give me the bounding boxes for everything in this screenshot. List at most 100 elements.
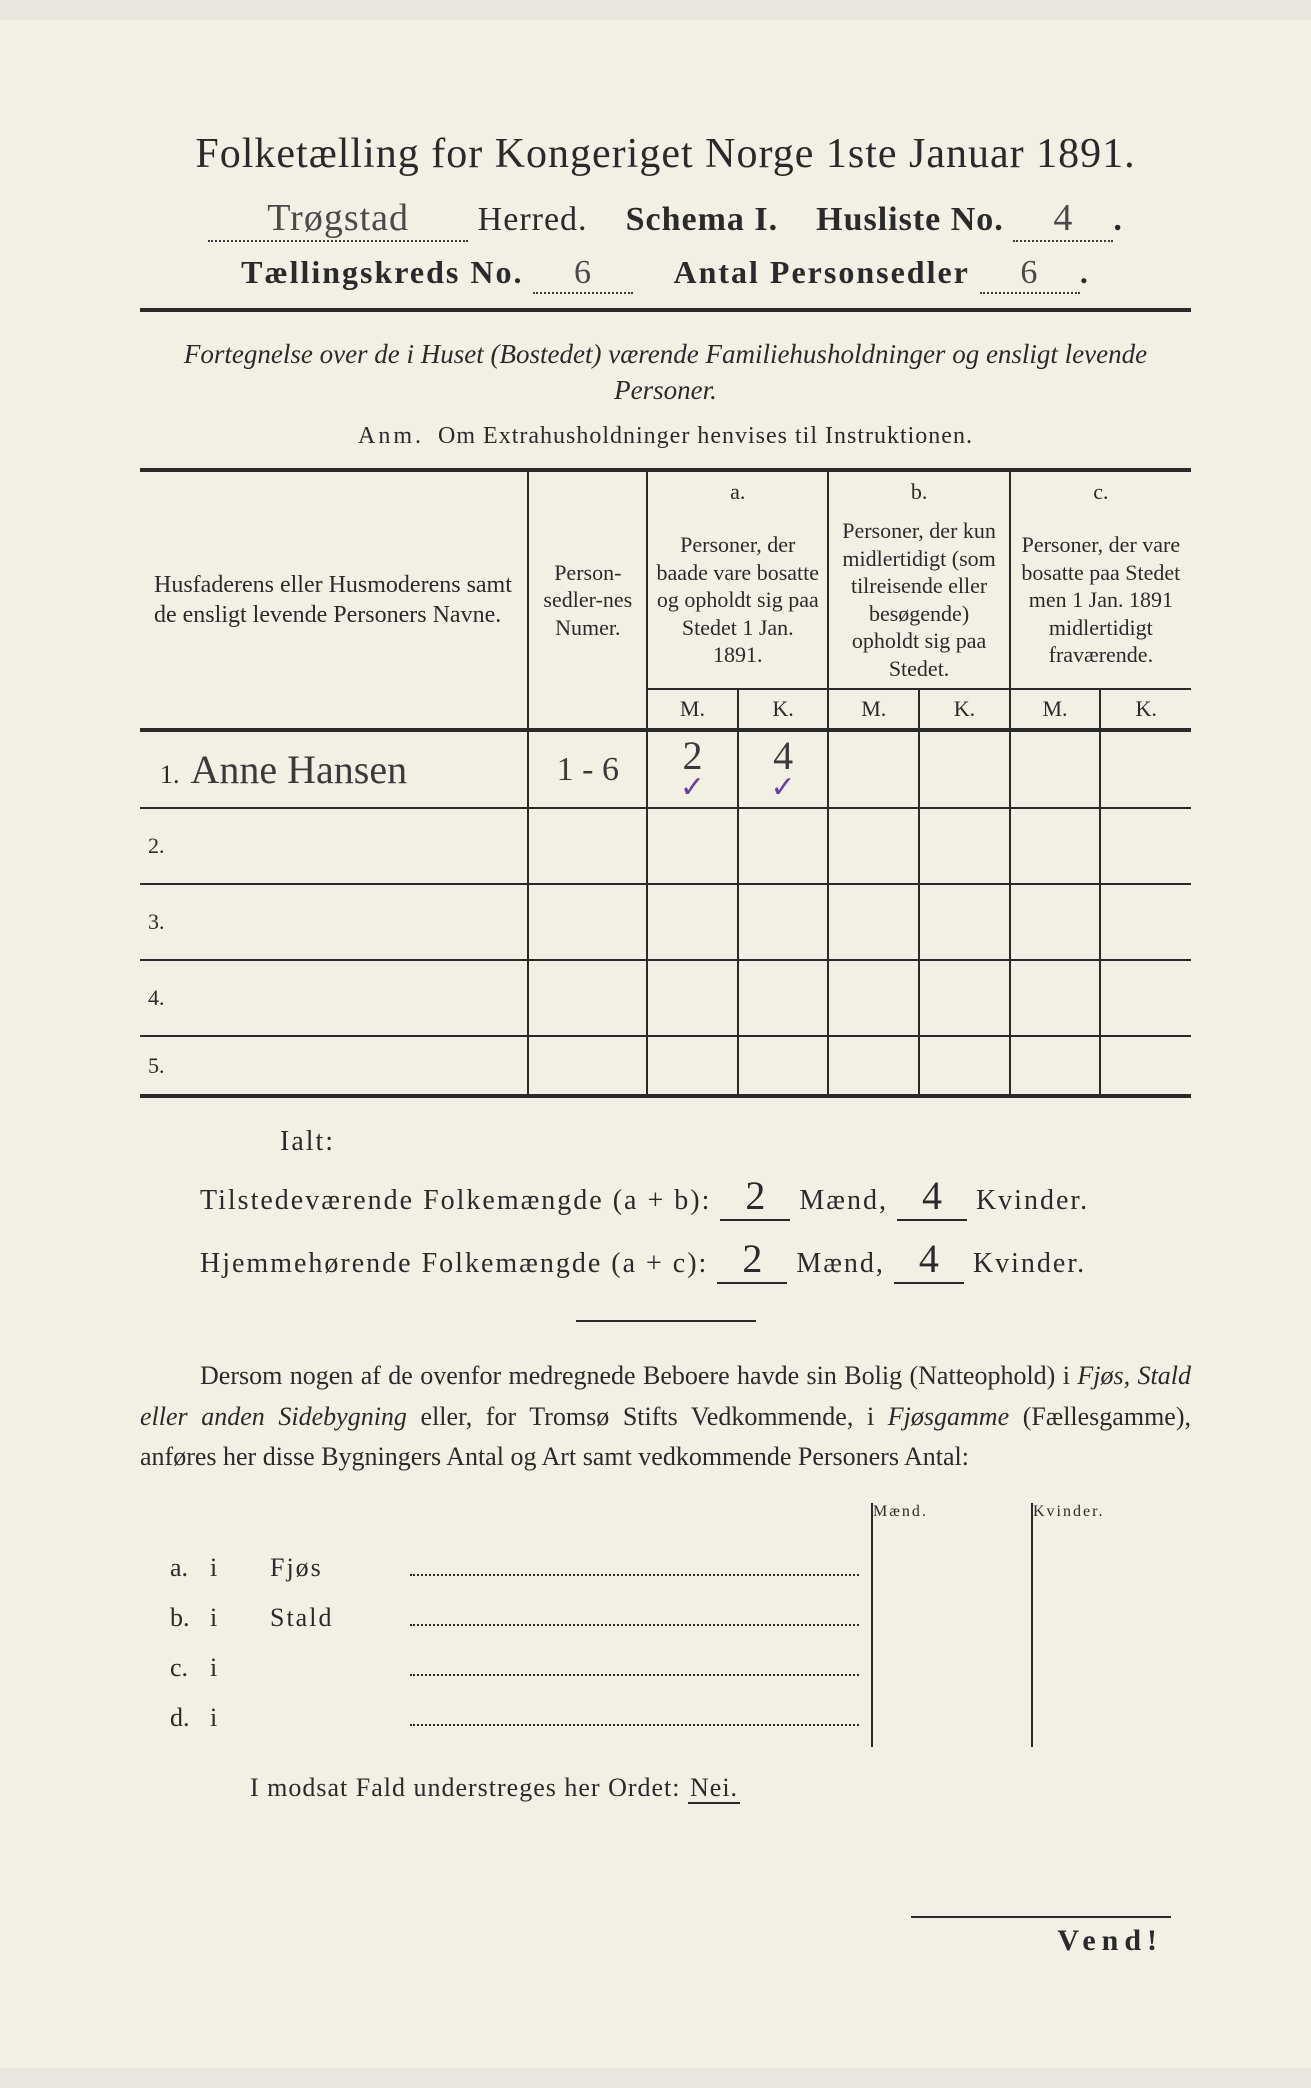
para-i2: Fjøsgamme: [888, 1402, 1009, 1431]
ialt-ac-m: 2: [717, 1235, 787, 1284]
sub-col-maend: [871, 1547, 1031, 1747]
row-numer: 1 - 6: [528, 730, 647, 808]
row-a-m-tick: ✓: [656, 774, 729, 801]
para-b2: Art: [542, 1442, 577, 1471]
anm-label: Anm.: [358, 423, 424, 449]
row-b-m: [828, 1036, 919, 1096]
sub-a: c.: [140, 1653, 210, 1683]
paragraph: Dersom nogen af de ovenfor medregnede Be…: [140, 1356, 1191, 1477]
ialt-line-ab: Tilstedeværende Folkemængde (a + b): 2 M…: [200, 1172, 1191, 1221]
para-t1: Dersom nogen af de ovenfor medregnede Be…: [200, 1361, 1077, 1390]
para-t2: eller, for Tromsø Stifts Vedkommende, i: [407, 1402, 888, 1431]
hdr-b-m: M.: [828, 689, 919, 730]
row-name-value: Anne Hansen: [191, 747, 408, 792]
row-a-m: [647, 1036, 738, 1096]
row-numer: [528, 960, 647, 1036]
hdr-b-k: K.: [919, 689, 1010, 730]
row-a-k: 4 ✓: [738, 730, 829, 808]
sub-dots: [410, 1697, 859, 1726]
ialt-block: Ialt: Tilstedeværende Folkemængde (a + b…: [140, 1126, 1191, 1284]
row-c-m: [1010, 730, 1101, 808]
kvinder-label: Kvinder.: [976, 1185, 1089, 1216]
husliste-label: Husliste: [816, 201, 941, 238]
hdr-b: b.: [828, 470, 1009, 512]
sub-a: d.: [140, 1703, 210, 1733]
row-name: 1. Anne Hansen: [140, 730, 528, 808]
sub-row: c. i: [140, 1647, 871, 1697]
ialt-ab-k: 4: [897, 1172, 967, 1221]
ialt-ac-label: Hjemmehørende Folkemængde (a + c):: [200, 1248, 708, 1279]
para-b1: Antal: [446, 1442, 504, 1471]
row-c-k: [1100, 730, 1191, 808]
ialt-ab-m: 2: [720, 1172, 790, 1221]
row-numer: [528, 1036, 647, 1096]
hdr-c-label: c.: [1093, 479, 1108, 504]
line-herred: Trøgstad Herred. Schema I. Husliste No. …: [140, 196, 1191, 242]
personsedler-value: 6: [980, 254, 1080, 294]
sub-row: d. i: [140, 1697, 871, 1747]
row-a-m: [647, 960, 738, 1036]
row-b-m: [828, 730, 919, 808]
hdr-name: Husfaderens eller Husmoderens samt de en…: [140, 470, 528, 731]
ialt-ab-label: Tilstedeværende Folkemængde (a + b):: [200, 1185, 711, 1216]
table-row: 4.: [140, 960, 1191, 1036]
husliste-no-value: 4: [1013, 196, 1113, 242]
hdr-a-label: a.: [730, 479, 745, 504]
row-b-k: [919, 884, 1010, 960]
hdr-b-text: Personer, der kun midlertidigt (som tilr…: [828, 511, 1009, 689]
sub-a: a.: [140, 1553, 210, 1583]
herred-label: Herred.: [478, 201, 588, 238]
row-num: 4.: [140, 960, 528, 1036]
row-a-k: [738, 960, 829, 1036]
row-c-k: [1100, 960, 1191, 1036]
modsat-line: I modsat Fald understreges her Ordet: Ne…: [250, 1773, 1191, 1803]
kvinder-label: Kvinder.: [973, 1248, 1086, 1279]
sub-i: i: [210, 1553, 270, 1583]
sub-i: i: [210, 1703, 270, 1733]
row-a-k-tick: ✓: [747, 774, 820, 801]
hdr-name-text: Husfaderens eller Husmoderens samt de en…: [154, 572, 512, 628]
hdr-b-label: b.: [911, 479, 928, 504]
line-kreds: Tællingskreds No. 6 Antal Personsedler 6…: [140, 254, 1191, 294]
hdr-a-k: K.: [738, 689, 829, 730]
para-t5: samt vedkommende Personers Antal:: [576, 1442, 969, 1471]
herred-value: Trøgstad: [208, 196, 468, 242]
table-row: 2.: [140, 808, 1191, 884]
row-a-k: [738, 808, 829, 884]
row-numer: [528, 884, 647, 960]
hdr-c-k: K.: [1100, 689, 1191, 730]
ialt-ac-k: 4: [894, 1235, 964, 1284]
sub-hdr-kvinder: Kvinder.: [1031, 1503, 1191, 1547]
row-c-m: [1010, 884, 1101, 960]
sub-dots: [410, 1547, 859, 1576]
ialt-line-ac: Hjemmehørende Folkemængde (a + c): 2 Mæn…: [200, 1235, 1191, 1284]
rule-1: [140, 308, 1191, 312]
row-a-m: [647, 884, 738, 960]
sub-i: i: [210, 1653, 270, 1683]
anm-text: Om Extrahusholdninger henvises til Instr…: [438, 423, 973, 449]
hdr-c-text: Personer, der vare bosatte paa Stedet me…: [1010, 511, 1191, 689]
short-rule: [576, 1320, 756, 1322]
row-numer: [528, 808, 647, 884]
row-a-k: [738, 1036, 829, 1096]
form-subtitle: Fortegnelse over de i Huset (Bostedet) v…: [140, 336, 1191, 409]
row-c-m: [1010, 1036, 1101, 1096]
row-num: 2.: [140, 808, 528, 884]
vend-label: Vend!: [911, 1916, 1171, 1958]
row-num: 1.: [148, 760, 180, 789]
hdr-c-m: M.: [1010, 689, 1101, 730]
sub-a: b.: [140, 1603, 210, 1633]
row-b-k: [919, 1036, 1010, 1096]
kreds-value: 6: [533, 254, 633, 294]
anm-line: Anm. Om Extrahusholdninger henvises til …: [140, 423, 1191, 450]
sub-right: Mænd. Kvinder.: [871, 1503, 1191, 1747]
row-c-k: [1100, 808, 1191, 884]
sub-name: Fjøs: [270, 1553, 410, 1583]
row-b-m: [828, 884, 919, 960]
row-a-m-val: 2: [656, 738, 729, 774]
vend-wrap: Vend!: [911, 1876, 1171, 1958]
modsat-text: I modsat Fald understreges her Ordet:: [250, 1773, 688, 1802]
table-row: 3.: [140, 884, 1191, 960]
hdr-a-m: M.: [647, 689, 738, 730]
hdr-numer: Person-sedler-nes Numer.: [528, 470, 647, 731]
